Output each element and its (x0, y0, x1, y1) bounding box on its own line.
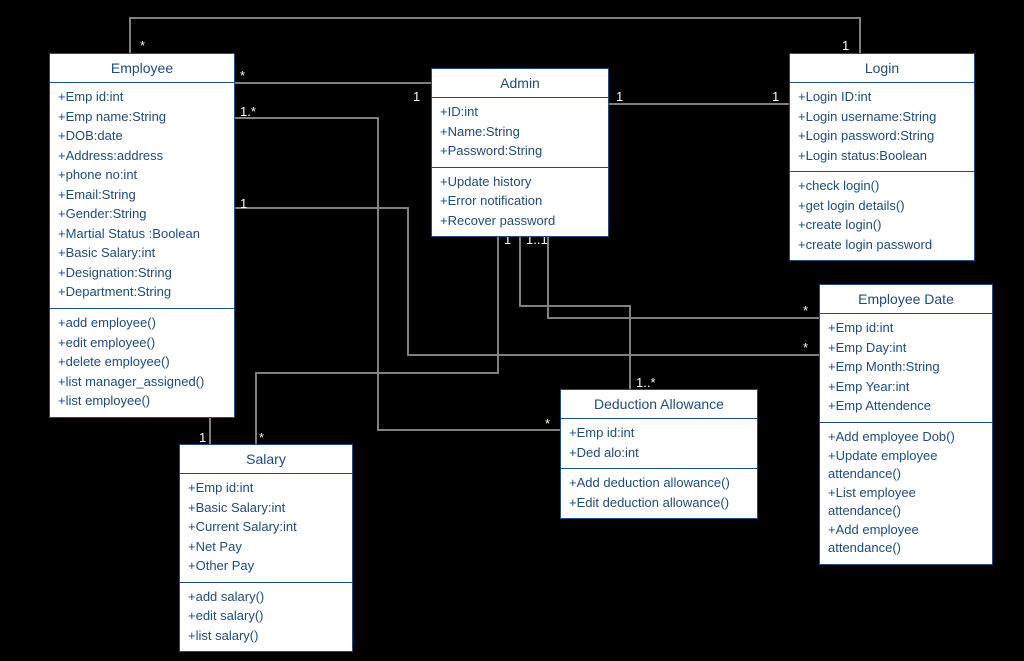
class-title: Login (790, 54, 974, 83)
attribute-row: +Login username:String (798, 107, 966, 127)
operation-row: +add salary() (188, 587, 344, 607)
attribute-row: +Gender:String (58, 204, 226, 224)
attribute-row: +Basic Salary:int (188, 498, 344, 518)
attributes-section: +Emp id:int+Emp Day:int+Emp Month:String… (820, 314, 992, 422)
operations-section: +add employee()+edit employee()+delete e… (50, 308, 234, 417)
attribute-row: +Address:address (58, 146, 226, 166)
operation-row: +create login password (798, 235, 966, 255)
attribute-row: +Emp Month:String (828, 357, 984, 377)
attribute-row: +Email:String (58, 185, 226, 205)
attributes-section: +Emp id:int+Ded alo:int (561, 419, 757, 468)
multiplicity-label: * (240, 68, 245, 83)
operation-row: +create login() (798, 215, 966, 235)
operation-row: +Add deduction allowance() (569, 473, 749, 493)
operation-row: +Add employee Dob() (828, 427, 984, 447)
attributes-section: +Emp id:int+Basic Salary:int+Current Sal… (180, 474, 352, 582)
attribute-row: +Ded alo:int (569, 443, 749, 463)
uml-class-empdate: Employee Date+Emp id:int+Emp Day:int+Emp… (819, 284, 993, 565)
attributes-section: +ID:int+Name:String+Password:String (432, 98, 608, 167)
attribute-row: +Net Pay (188, 537, 344, 557)
operation-row: +delete employee() (58, 352, 226, 372)
operation-row: +check login() (798, 176, 966, 196)
association-edge (548, 225, 819, 318)
multiplicity-label: * (545, 416, 550, 431)
uml-class-login: Login+Login ID:int+Login username:String… (789, 53, 975, 261)
operation-row: +list employee() (58, 391, 226, 411)
attribute-row: +Emp Day:int (828, 338, 984, 358)
attribute-row: +Emp Year:int (828, 377, 984, 397)
multiplicity-label: * (803, 340, 808, 355)
operation-row: +Error notification (440, 191, 600, 211)
attribute-row: +Emp Attendence (828, 396, 984, 416)
attribute-row: +Emp name:String (58, 107, 226, 127)
attribute-row: +Password:String (440, 141, 600, 161)
attribute-row: +Emp id:int (569, 423, 749, 443)
operation-row: +Add employee attendance() (828, 520, 984, 557)
association-edge (130, 18, 860, 53)
operations-section: +add salary()+edit salary()+list salary(… (180, 582, 352, 652)
multiplicity-label: 1 (616, 89, 623, 104)
attribute-row: +ID:int (440, 102, 600, 122)
attribute-row: +Login password:String (798, 126, 966, 146)
uml-canvas: *1*1111*111*1..11..**1.**Employee+Emp id… (0, 0, 1024, 661)
multiplicity-label: * (259, 430, 264, 445)
multiplicity-label: 1 (772, 89, 779, 104)
attributes-section: +Login ID:int+Login username:String+Logi… (790, 83, 974, 171)
operations-section: +Add deduction allowance()+Edit deductio… (561, 468, 757, 518)
class-title: Deduction Allowance (561, 390, 757, 419)
attribute-row: +Other Pay (188, 556, 344, 576)
operation-row: +Update history (440, 172, 600, 192)
uml-class-employee: Employee+Emp id:int+Emp name:String+DOB:… (49, 53, 235, 418)
class-title: Employee Date (820, 285, 992, 314)
operation-row: +list manager_assigned() (58, 372, 226, 392)
class-title: Employee (50, 54, 234, 83)
multiplicity-label: 1 (199, 430, 206, 445)
attribute-row: +Name:String (440, 122, 600, 142)
attribute-row: +Basic Salary:int (58, 243, 226, 263)
uml-class-admin: Admin+ID:int+Name:String+Password:String… (431, 68, 609, 237)
attributes-section: +Emp id:int+Emp name:String+DOB:date+Add… (50, 83, 234, 308)
attribute-row: +Emp id:int (188, 478, 344, 498)
attribute-row: +Login ID:int (798, 87, 966, 107)
operations-section: +check login()+get login details()+creat… (790, 171, 974, 260)
multiplicity-label: 1..* (636, 375, 656, 390)
class-title: Salary (180, 445, 352, 474)
uml-class-deduction: Deduction Allowance+Emp id:int+Ded alo:i… (560, 389, 758, 519)
operation-row: +get login details() (798, 196, 966, 216)
multiplicity-label: 1 (413, 89, 420, 104)
uml-class-salary: Salary+Emp id:int+Basic Salary:int+Curre… (179, 444, 353, 652)
attribute-row: +Emp id:int (58, 87, 226, 107)
operations-section: +Update history+Error notification+Recov… (432, 167, 608, 237)
operations-section: +Add employee Dob()+Update employee atte… (820, 422, 992, 564)
multiplicity-label: 1 (842, 38, 849, 53)
operation-row: +edit salary() (188, 606, 344, 626)
operation-row: +add employee() (58, 313, 226, 333)
operation-row: +Update employee attendance() (828, 446, 984, 483)
attribute-row: +Martial Status :Boolean (58, 224, 226, 244)
multiplicity-label: * (140, 38, 145, 53)
attribute-row: +DOB:date (58, 126, 226, 146)
operation-row: +edit employee() (58, 333, 226, 353)
multiplicity-label: * (803, 303, 808, 318)
association-edge (256, 225, 498, 444)
attribute-row: +Emp id:int (828, 318, 984, 338)
multiplicity-label: 1 (240, 196, 247, 211)
operation-row: +list salary() (188, 626, 344, 646)
attribute-row: +Department:String (58, 282, 226, 302)
attribute-row: +Current Salary:int (188, 517, 344, 537)
operation-row: +List employee attendance() (828, 483, 984, 520)
association-edge (520, 225, 630, 389)
multiplicity-label: 1.* (240, 104, 256, 119)
class-title: Admin (432, 69, 608, 98)
attribute-row: +Login status:Boolean (798, 146, 966, 166)
operation-row: +Edit deduction allowance() (569, 493, 749, 513)
operation-row: +Recover password (440, 211, 600, 231)
attribute-row: +phone no:int (58, 165, 226, 185)
attribute-row: +Designation:String (58, 263, 226, 283)
